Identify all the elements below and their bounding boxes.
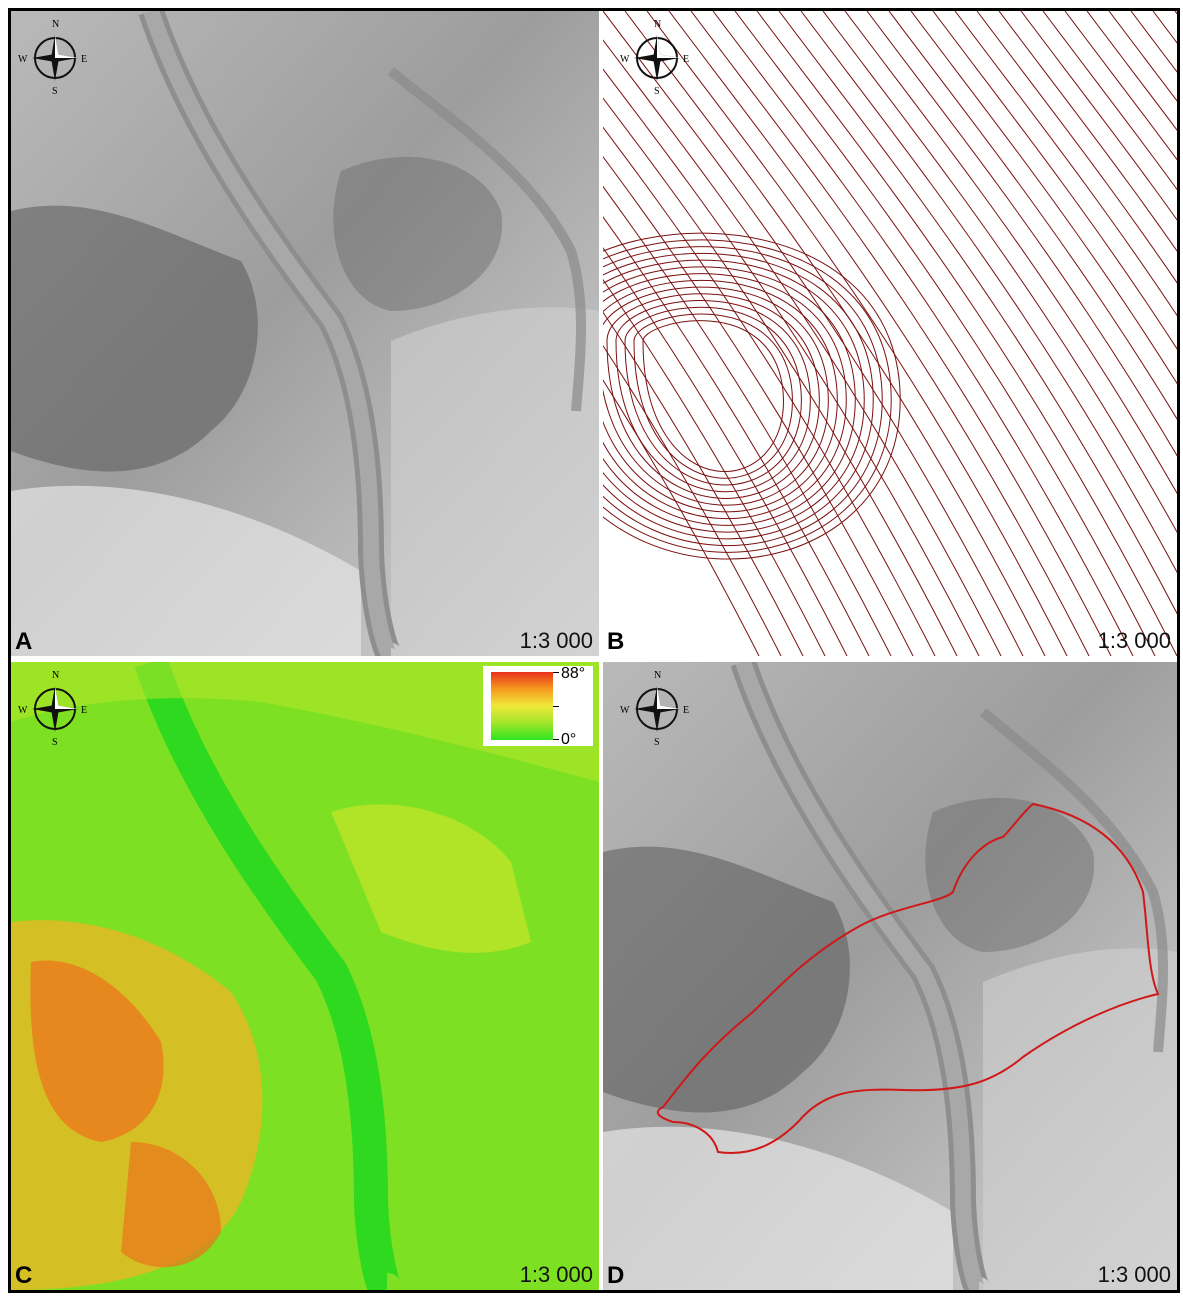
contour-line: [888, 11, 1177, 420]
svg-text:W: W: [620, 705, 630, 716]
contour-line: [603, 39, 1002, 656]
contour-line: [866, 11, 1177, 457]
figure-frame: N S E W A 1:3 000 N S E W B 1:3: [8, 8, 1180, 1293]
svg-text:N: N: [52, 670, 59, 681]
contour-line: [1086, 11, 1177, 131]
panel-d: N S E W D 1:3 000: [603, 662, 1177, 1290]
svg-text:E: E: [81, 54, 87, 65]
hillshade-map: [11, 11, 599, 656]
contour-line: [1108, 11, 1177, 102]
contour-line: [1152, 11, 1177, 44]
contour-line: [603, 280, 838, 513]
contour-line: [603, 252, 874, 540]
contour-line: [603, 286, 829, 506]
slope-map: [11, 662, 599, 1290]
landslide-outline: [656, 802, 1160, 1154]
contour-line: [756, 11, 1177, 656]
slope-legend: 88° 0°: [483, 665, 593, 748]
contour-line: [910, 11, 1177, 385]
contour-line: [615, 300, 811, 493]
contour-line: [603, 266, 856, 526]
svg-text:W: W: [620, 54, 630, 65]
contour-line: [603, 232, 901, 560]
scale-label: 1:3 000: [519, 1262, 593, 1287]
svg-text:N: N: [654, 19, 661, 30]
panel-letter: B: [607, 628, 625, 655]
contour-line: [642, 320, 784, 472]
contour-line: [712, 11, 1134, 656]
contour-line: [603, 185, 892, 656]
scale-label: 1:3 000: [1097, 628, 1171, 653]
contour-line: [603, 11, 1024, 656]
contour-line: [800, 11, 1177, 574]
contour-line: [603, 126, 936, 656]
svg-text:N: N: [654, 670, 661, 681]
contour-line: [603, 97, 958, 656]
svg-text:E: E: [683, 54, 689, 65]
contour-line: [624, 306, 802, 486]
contour-line: [932, 11, 1177, 350]
svg-text:E: E: [81, 705, 87, 716]
contour-line: [690, 11, 1112, 656]
contour-line: [603, 259, 865, 533]
contour-map: [603, 11, 1177, 656]
contour-line: [668, 11, 1090, 656]
panel-letter: D: [607, 1262, 625, 1289]
legend-tick: [553, 672, 559, 673]
svg-text:S: S: [52, 737, 58, 746]
contour-line: [778, 11, 1177, 615]
scale-label: 1:3 000: [519, 628, 593, 653]
contour-line: [822, 11, 1177, 533]
slope-color-ramp: [491, 672, 553, 740]
svg-text:S: S: [654, 86, 660, 95]
contour-line: [603, 379, 760, 656]
contour-line: [633, 313, 793, 479]
compass-rose-icon: N S E W: [617, 666, 691, 748]
contour-line: [603, 311, 804, 656]
contour-line: [603, 246, 883, 547]
panel-b: N S E W B 1:3 000: [603, 11, 1177, 656]
legend-min-label: 0°: [561, 731, 577, 748]
compass-rose-icon: N S E W: [15, 15, 89, 97]
contour-line: [1174, 11, 1177, 15]
contour-line: [603, 273, 847, 520]
contour-line: [603, 344, 782, 656]
hillshade-outline-map: [603, 662, 1177, 1290]
contour-line: [844, 11, 1177, 495]
svg-text:S: S: [52, 86, 58, 95]
contour-line: [1020, 11, 1177, 221]
svg-text:W: W: [18, 705, 28, 716]
panel-a: N S E W A 1:3 000: [11, 11, 599, 656]
panel-letter: C: [15, 1262, 33, 1289]
contour-line: [1042, 11, 1177, 191]
contour-line: [998, 11, 1177, 252]
contour-line: [603, 247, 848, 656]
compass-rose-icon: N S E W: [617, 15, 691, 97]
legend-tick: [553, 706, 559, 707]
contour-line: [734, 11, 1156, 656]
contour-line: [606, 293, 820, 499]
svg-text:W: W: [18, 54, 28, 65]
legend-tick: [553, 739, 559, 740]
legend-max-label: 88°: [561, 665, 586, 682]
panel-divider: [11, 656, 1177, 662]
contour-line: [624, 11, 1046, 656]
contour-line: [954, 11, 1177, 317]
contour-line: [603, 239, 892, 553]
svg-text:S: S: [654, 737, 660, 746]
contour-line: [603, 68, 980, 656]
contour-line: [976, 11, 1177, 284]
panel-c: N S E W 88° 0° C 1:3 000: [11, 662, 599, 1290]
contour-line: [646, 11, 1068, 656]
contour-line: [603, 155, 914, 656]
compass-rose-icon: N S E W: [15, 666, 89, 748]
contour-line: [1064, 11, 1177, 161]
scale-label: 1:3 000: [1097, 1262, 1171, 1287]
panel-divider: [599, 11, 603, 1290]
panel-letter: A: [15, 628, 33, 655]
svg-text:N: N: [52, 19, 59, 30]
contour-line: [603, 278, 826, 656]
svg-text:E: E: [683, 705, 689, 716]
